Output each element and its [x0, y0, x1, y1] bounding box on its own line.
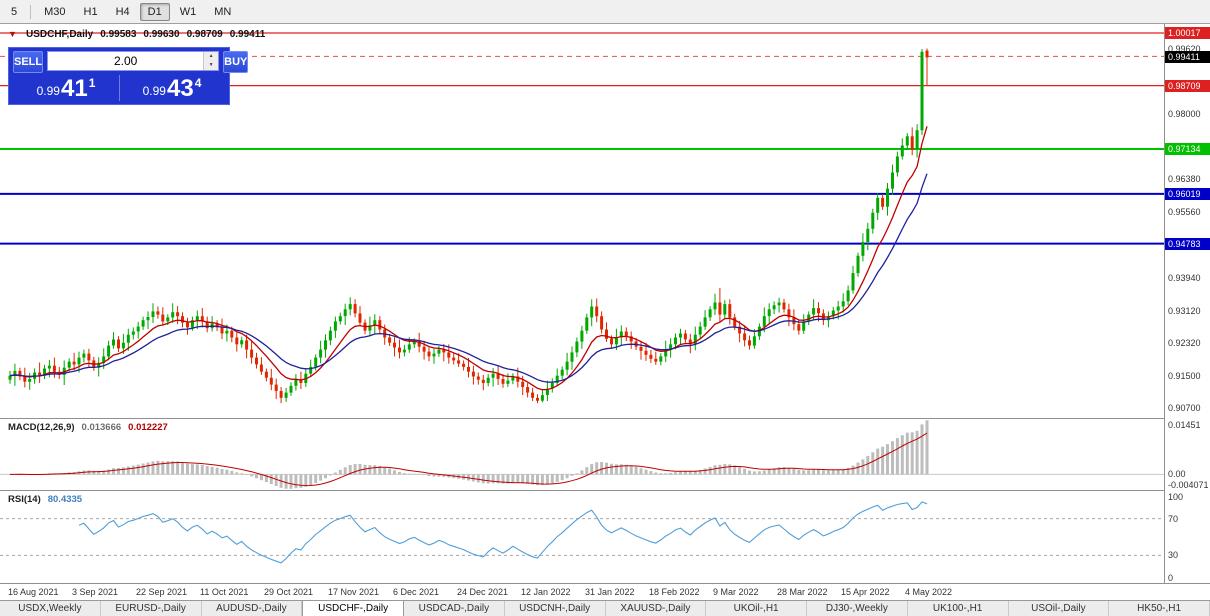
price-line-marker: 0.98709 — [1165, 80, 1210, 92]
volume-down-icon[interactable]: ▼ — [204, 61, 219, 70]
timeframe-button-m30[interactable]: M30 — [44, 5, 66, 18]
rsi-tick: 100 — [1168, 492, 1184, 502]
bid-price-marker: 0.99411 — [1165, 51, 1210, 63]
sell-price-button[interactable]: 0.99 41 1 — [13, 71, 119, 103]
rsi-name: RSI(14) — [8, 494, 41, 505]
price-line-marker: 1.00017 — [1165, 27, 1210, 39]
tab-xauusd-daily[interactable]: XAUUSD-,Daily — [606, 601, 707, 616]
chart-window: ▼ USDCHF,Daily 0.99583 0.99630 0.98709 0… — [0, 24, 1210, 600]
timeframe-button-h4[interactable]: H4 — [115, 5, 130, 18]
date-label: 22 Sep 2021 — [136, 587, 188, 597]
ohlc-close: 0.99411 — [229, 29, 266, 40]
tab-usoil-daily[interactable]: USOil-,Daily — [1009, 601, 1110, 616]
date-label: 17 Nov 2021 — [328, 587, 380, 597]
pane-separator[interactable] — [0, 418, 1210, 419]
macd-pane[interactable] — [0, 419, 1164, 490]
date-label: 29 Oct 2021 — [264, 587, 314, 597]
date-axis[interactable]: 16 Aug 2021 3 Sep 2021 22 Sep 2021 11 Oct 2… — [0, 583, 1210, 600]
sell-price-big: 41 — [60, 75, 88, 102]
price-tick: 0.95560 — [1168, 207, 1201, 217]
buy-button[interactable]: BUY — [223, 51, 249, 73]
sell-price-sup: 1 — [88, 76, 96, 90]
price-tick: 0.93120 — [1168, 306, 1201, 316]
sell-button[interactable]: SELL — [13, 51, 44, 73]
date-label: 9 Mar 2022 — [713, 587, 759, 597]
date-label: 12 Jan 2022 — [521, 587, 571, 597]
price-line-marker: 0.96019 — [1165, 188, 1210, 200]
date-label: 15 Apr 2022 — [841, 587, 890, 597]
rsi-value: 80.4335 — [47, 494, 83, 505]
price-tick: 0.91500 — [1168, 371, 1201, 381]
ohlc-high: 0.99630 — [143, 29, 180, 40]
tab-usdcad-daily[interactable]: USDCAD-,Daily — [404, 601, 505, 616]
price-tick: 0.99620 — [1168, 44, 1201, 54]
price-tick: 0.90700 — [1168, 403, 1201, 413]
price-tick: 0.96380 — [1168, 174, 1201, 184]
date-label: 3 Sep 2021 — [72, 587, 119, 597]
timeframe-button-h1[interactable]: H1 — [83, 5, 98, 18]
date-label: 4 May 2022 — [905, 587, 953, 597]
price-line-marker: 0.97134 — [1165, 143, 1210, 155]
tab-usdcnh-daily[interactable]: USDCNH-,Daily — [505, 601, 606, 616]
timeframe-button-w1[interactable]: W1 — [179, 5, 197, 18]
macd-main-value: 0.013666 — [81, 422, 122, 433]
one-click-trading-panel: SELL ▲ ▼ BUY 0.99 41 1 0.99 43 4 — [8, 47, 249, 105]
macd-tick: -0.004071 — [1168, 480, 1209, 490]
buy-price-big: 43 — [166, 75, 194, 102]
price-tick: 0.93940 — [1168, 273, 1201, 283]
timeframe-button-5[interactable]: 5 — [11, 5, 18, 18]
volume-stepper: ▲ ▼ — [47, 51, 220, 71]
tab-ukoil-h1[interactable]: UKOil-,H1 — [706, 601, 807, 616]
timeframe-button-d1[interactable]: D1 — [139, 2, 170, 21]
tab-uk100-h1[interactable]: UK100-,H1 — [908, 601, 1009, 616]
macd-signal-value: 0.012227 — [128, 422, 168, 433]
date-label: 16 Aug 2021 — [8, 587, 59, 597]
rsi-pane[interactable] — [0, 491, 1164, 583]
rsi-tick: 30 — [1168, 550, 1179, 560]
price-tick: 0.92320 — [1168, 338, 1201, 348]
tab-usdchf-daily[interactable]: USDCHF-,Daily — [302, 601, 404, 616]
rsi-tick: 0 — [1168, 573, 1174, 583]
buy-price-button[interactable]: 0.99 43 4 — [119, 71, 225, 103]
buy-price-small: 0.99 — [142, 84, 166, 98]
price-axis[interactable]: 0.996200.980000.971800.963800.955600.939… — [1164, 24, 1210, 583]
tab-hk50-h1[interactable]: HK50-,H1 — [1109, 601, 1210, 616]
volume-input[interactable] — [48, 52, 204, 70]
macd-indicator-label: MACD(12,26,9) 0.013666 0.012227 — [8, 422, 168, 433]
date-label: 28 Mar 2022 — [777, 587, 828, 597]
price-line-marker: 0.94783 — [1165, 238, 1210, 250]
tab-eurusd-daily[interactable]: EURUSD-,Daily — [101, 601, 202, 616]
date-label: 11 Oct 2021 — [200, 587, 249, 597]
macd-name: MACD(12,26,9) — [8, 422, 75, 433]
chart-title: USDCHF,Daily 0.99583 0.99630 0.98709 0.9… — [26, 29, 265, 40]
sell-price-small: 0.99 — [36, 84, 60, 98]
macd-tick: 0.01451 — [1168, 420, 1201, 430]
pane-separator[interactable] — [0, 490, 1210, 491]
rsi-indicator-label: RSI(14) 80.4335 — [8, 494, 82, 505]
date-label: 18 Feb 2022 — [649, 587, 700, 597]
timeframe-button-mn[interactable]: MN — [214, 5, 232, 18]
price-divider — [119, 75, 120, 101]
timeframe-toolbar: 5 M30 H1 H4 D1 W1 MN — [0, 0, 1210, 24]
chart-tab-bar: USDX,Weekly EURUSD-,Daily AUDUSD-,Daily USD… — [0, 600, 1210, 616]
one-click-toggle-icon[interactable]: ▼ — [8, 29, 17, 39]
ohlc-low: 0.98709 — [186, 29, 223, 40]
volume-spin-buttons: ▲ ▼ — [203, 52, 219, 70]
date-label: 31 Jan 2022 — [585, 587, 635, 597]
toolbar-divider — [30, 4, 32, 19]
rsi-tick: 70 — [1168, 514, 1179, 524]
ohlc-open: 0.99583 — [100, 29, 137, 40]
buy-price-sup: 4 — [194, 76, 202, 90]
tab-dj30-weekly[interactable]: DJ30-,Weekly — [807, 601, 908, 616]
date-label: 24 Dec 2021 — [457, 587, 509, 597]
volume-up-icon[interactable]: ▲ — [204, 52, 219, 61]
symbol-period-label: USDCHF,Daily — [26, 29, 94, 40]
tab-usdx-weekly[interactable]: USDX,Weekly — [0, 601, 101, 616]
tab-audusd-daily[interactable]: AUDUSD-,Daily — [202, 601, 303, 616]
date-label: 6 Dec 2021 — [393, 587, 440, 597]
macd-tick: 0.00 — [1168, 469, 1186, 479]
price-tick: 0.98000 — [1168, 109, 1201, 119]
